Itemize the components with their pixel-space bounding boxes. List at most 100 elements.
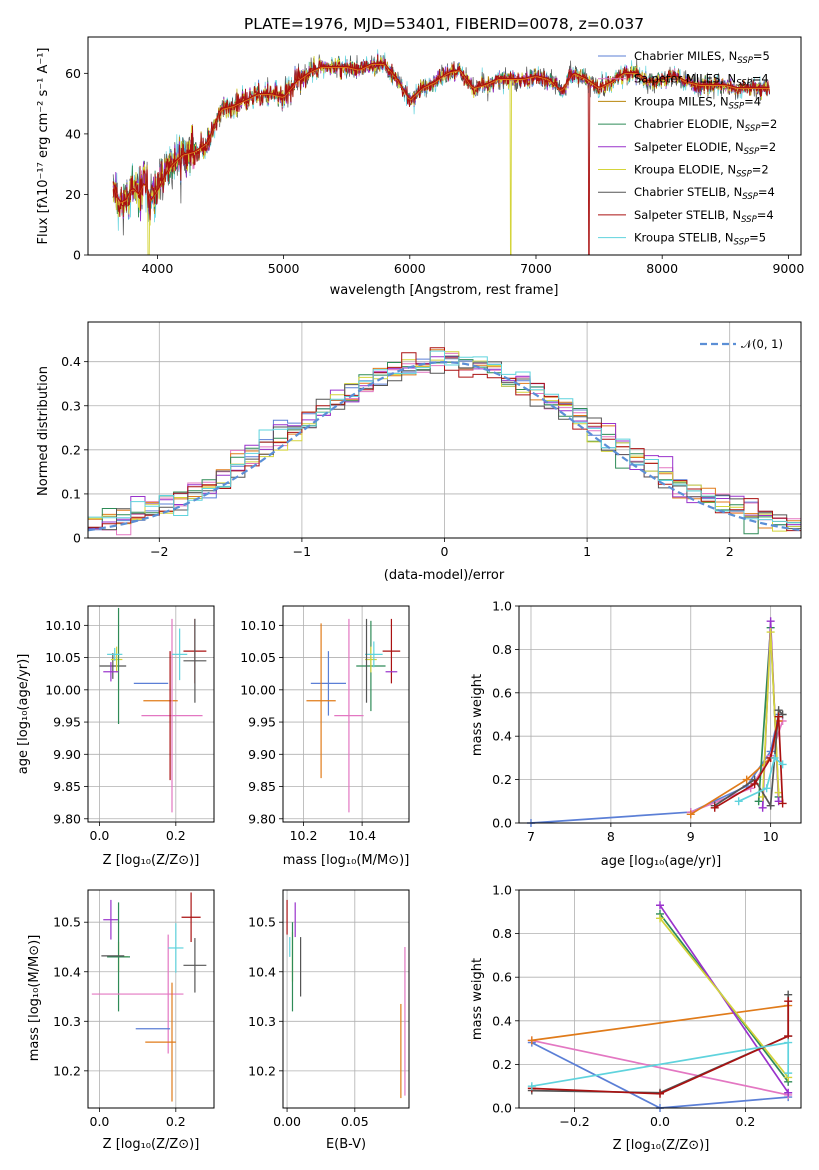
- y-tick-label: 40: [65, 126, 81, 141]
- legend-label: Chabrier ELODIE, NSSP=2: [634, 117, 777, 134]
- y-tick-label: 10.3: [248, 1014, 276, 1029]
- x-tick-label: 0.00: [273, 1114, 301, 1129]
- errorbar-layer: [306, 618, 401, 813]
- x-tick-label: 10.2: [290, 828, 318, 843]
- x-tick-label: 5000: [268, 261, 300, 276]
- legend-label: Salpeter STELIB, NSSP=4: [634, 208, 774, 225]
- legend-label: Kroupa STELIB, NSSP=5: [634, 231, 766, 248]
- errorbar-point: [110, 646, 123, 673]
- legend-label: Chabrier STELIB, NSSP=4: [634, 185, 775, 202]
- x-tick-label: 0.0: [650, 1114, 670, 1129]
- x-tick-label: 0.0: [90, 828, 110, 843]
- x-tick-label: −1: [293, 544, 311, 559]
- errorbar-point: [183, 618, 207, 703]
- axes-frame: [87, 36, 802, 256]
- weight-age-ylabel: mass weight: [470, 674, 485, 756]
- weight-marker: [784, 1038, 793, 1047]
- axes-frame: [518, 605, 802, 824]
- y-tick-label: 0.8: [492, 926, 512, 941]
- weight-marker: [527, 1082, 536, 1091]
- weight-marker: [710, 803, 719, 812]
- y-tick-label: 0.2: [492, 1057, 512, 1072]
- weight-marker: [774, 712, 783, 721]
- legend-label: Kroupa MILES, NSSP=4: [634, 94, 761, 111]
- errorbar-point: [365, 641, 383, 668]
- y-tick-label: 0.0: [492, 1101, 512, 1116]
- spectrum-xlabel: wavelength [Angstrom, rest frame]: [330, 283, 559, 298]
- x-tick-label: 4000: [142, 261, 174, 276]
- axes-frame: [282, 889, 410, 1109]
- legend-label: Salpeter MILES, NSSP=4: [634, 72, 769, 89]
- weight-marker: [784, 1069, 793, 1078]
- x-tick-label: 0.2: [166, 1114, 186, 1129]
- weight-marker: [527, 1036, 536, 1045]
- x-tick-label: 2: [726, 544, 734, 559]
- y-tick-label: 0.4: [61, 354, 81, 369]
- spectrum-panel: wavelength [Angstrom, rest frame] Flux […: [36, 36, 804, 298]
- x-tick-label: 0.0: [90, 1114, 110, 1129]
- weight-marker: [778, 760, 787, 769]
- y-tick-label: 10.3: [53, 1014, 81, 1029]
- y-tick-label: 0: [73, 248, 81, 263]
- mass-z-xlabel: Z [log₁₀(Z/Z⊙)]: [103, 1137, 200, 1152]
- axes-frame: [87, 889, 215, 1109]
- y-tick-label: 0.6: [492, 685, 512, 700]
- y-tick-label: 9.95: [53, 715, 81, 730]
- y-tick-label: 9.80: [248, 811, 276, 826]
- x-tick-label: 7000: [520, 261, 552, 276]
- x-tick-label: 8: [607, 829, 615, 844]
- weight-marker: [784, 997, 793, 1006]
- errorbar-point: [181, 892, 201, 943]
- y-tick-label: 0.1: [61, 486, 81, 501]
- weight-age-xlabel: age [log₁₀(age/yr)]: [601, 854, 722, 869]
- legend-label: Kroupa ELODIE, NSSP=2: [634, 163, 769, 180]
- errorbar-point: [172, 628, 188, 681]
- legend-label: Chabrier MILES, NSSP=5: [634, 49, 770, 66]
- x-tick-label: 7: [527, 829, 535, 844]
- y-tick-label: 10.10: [45, 618, 81, 633]
- x-tick-label: 0: [441, 544, 449, 559]
- y-tick-label: 0.4: [492, 729, 512, 744]
- x-tick-label: 10.4: [348, 828, 376, 843]
- y-tick-label: 9.95: [248, 715, 276, 730]
- errorbar-point: [382, 618, 401, 684]
- age-mass-xlabel: mass [log₁₀(M/M⊙)]: [283, 853, 410, 868]
- weight-line: [530, 714, 780, 824]
- legend-label: Salpeter ELODIE, NSSP=2: [634, 140, 776, 157]
- y-tick-label: 10.2: [248, 1063, 276, 1078]
- axes-frame: [87, 605, 215, 823]
- weight-lines-layer: [527, 901, 793, 1112]
- x-tick-label: 6000: [394, 261, 426, 276]
- y-tick-label: 9.85: [53, 779, 81, 794]
- histogram-series: [88, 350, 801, 524]
- spectrum-ylabel: Flux [fλ10⁻¹⁷ erg cm⁻² s⁻¹ A⁻¹]: [36, 48, 51, 245]
- y-tick-label: 9.90: [248, 747, 276, 762]
- weight-line: [531, 1001, 790, 1095]
- y-tick-label: 0.2: [492, 772, 512, 787]
- x-tick-label: 0.05: [341, 1114, 369, 1129]
- weight-marker: [758, 803, 767, 812]
- y-tick-label: 0.0: [492, 816, 512, 831]
- errorbar-point: [107, 647, 123, 661]
- weight-line: [531, 1039, 789, 1096]
- errorbar-point: [168, 923, 184, 973]
- y-tick-label: 10.4: [53, 964, 81, 979]
- x-tick-label: −0.2: [559, 1114, 589, 1129]
- y-tick-label: 0.2: [61, 442, 81, 457]
- weight-z-xlabel: Z [log₁₀(Z/Z⊙)]: [613, 1138, 710, 1153]
- histogram-layer: [87, 347, 802, 536]
- y-tick-label: 9.80: [53, 811, 81, 826]
- x-tick-label: 9: [687, 829, 695, 844]
- mass-vs-extinction-panel: E(B-V) 0.00 0.05 10.2 10.3 10.4 10.5: [248, 889, 410, 1152]
- y-tick-label: 0.3: [61, 398, 81, 413]
- normal-curve: [87, 360, 802, 532]
- errorbar-layer: [286, 899, 406, 1099]
- weight-marker: [762, 784, 771, 793]
- y-tick-label: 10.00: [240, 682, 276, 697]
- weight-marker: [766, 628, 775, 637]
- weight-marker: [766, 617, 775, 626]
- errorbar-point: [103, 662, 119, 682]
- weight-marker: [686, 810, 695, 819]
- x-tick-label: 8000: [646, 261, 678, 276]
- weight-marker: [656, 901, 664, 910]
